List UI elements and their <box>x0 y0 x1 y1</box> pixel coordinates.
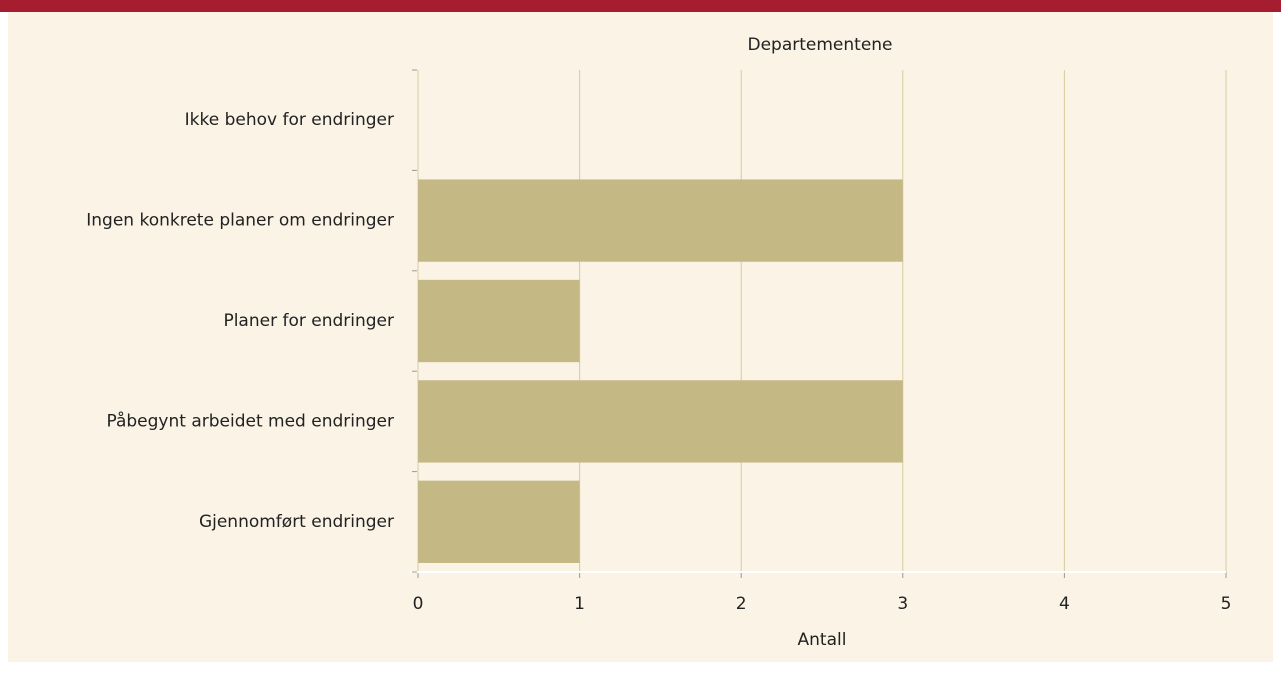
top-bar <box>0 0 1281 12</box>
y-tick-label: Ingen konkrete planer om endringer <box>86 211 394 231</box>
y-tick-label: Påbegynt arbeidet med endringer <box>106 410 394 431</box>
bar <box>418 179 903 262</box>
bar <box>418 279 580 363</box>
x-tick-label: 4 <box>1059 594 1070 614</box>
chart-title: Departementene <box>747 35 892 55</box>
x-tick-label: 5 <box>1221 594 1232 614</box>
x-tick-label: 1 <box>574 594 585 614</box>
x-tick-label: 0 <box>413 594 424 614</box>
chart-bg <box>8 12 1273 662</box>
y-tick-label: Ikke behov for endringer <box>185 110 394 130</box>
y-tick-label: Gjennomført endringer <box>199 512 394 532</box>
x-tick-label: 2 <box>736 594 747 614</box>
bar <box>418 380 903 463</box>
bar <box>418 480 580 563</box>
x-axis-label: Antall <box>798 630 847 650</box>
y-tick-label: Planer for endringer <box>223 311 394 331</box>
x-tick-label: 3 <box>897 594 908 614</box>
